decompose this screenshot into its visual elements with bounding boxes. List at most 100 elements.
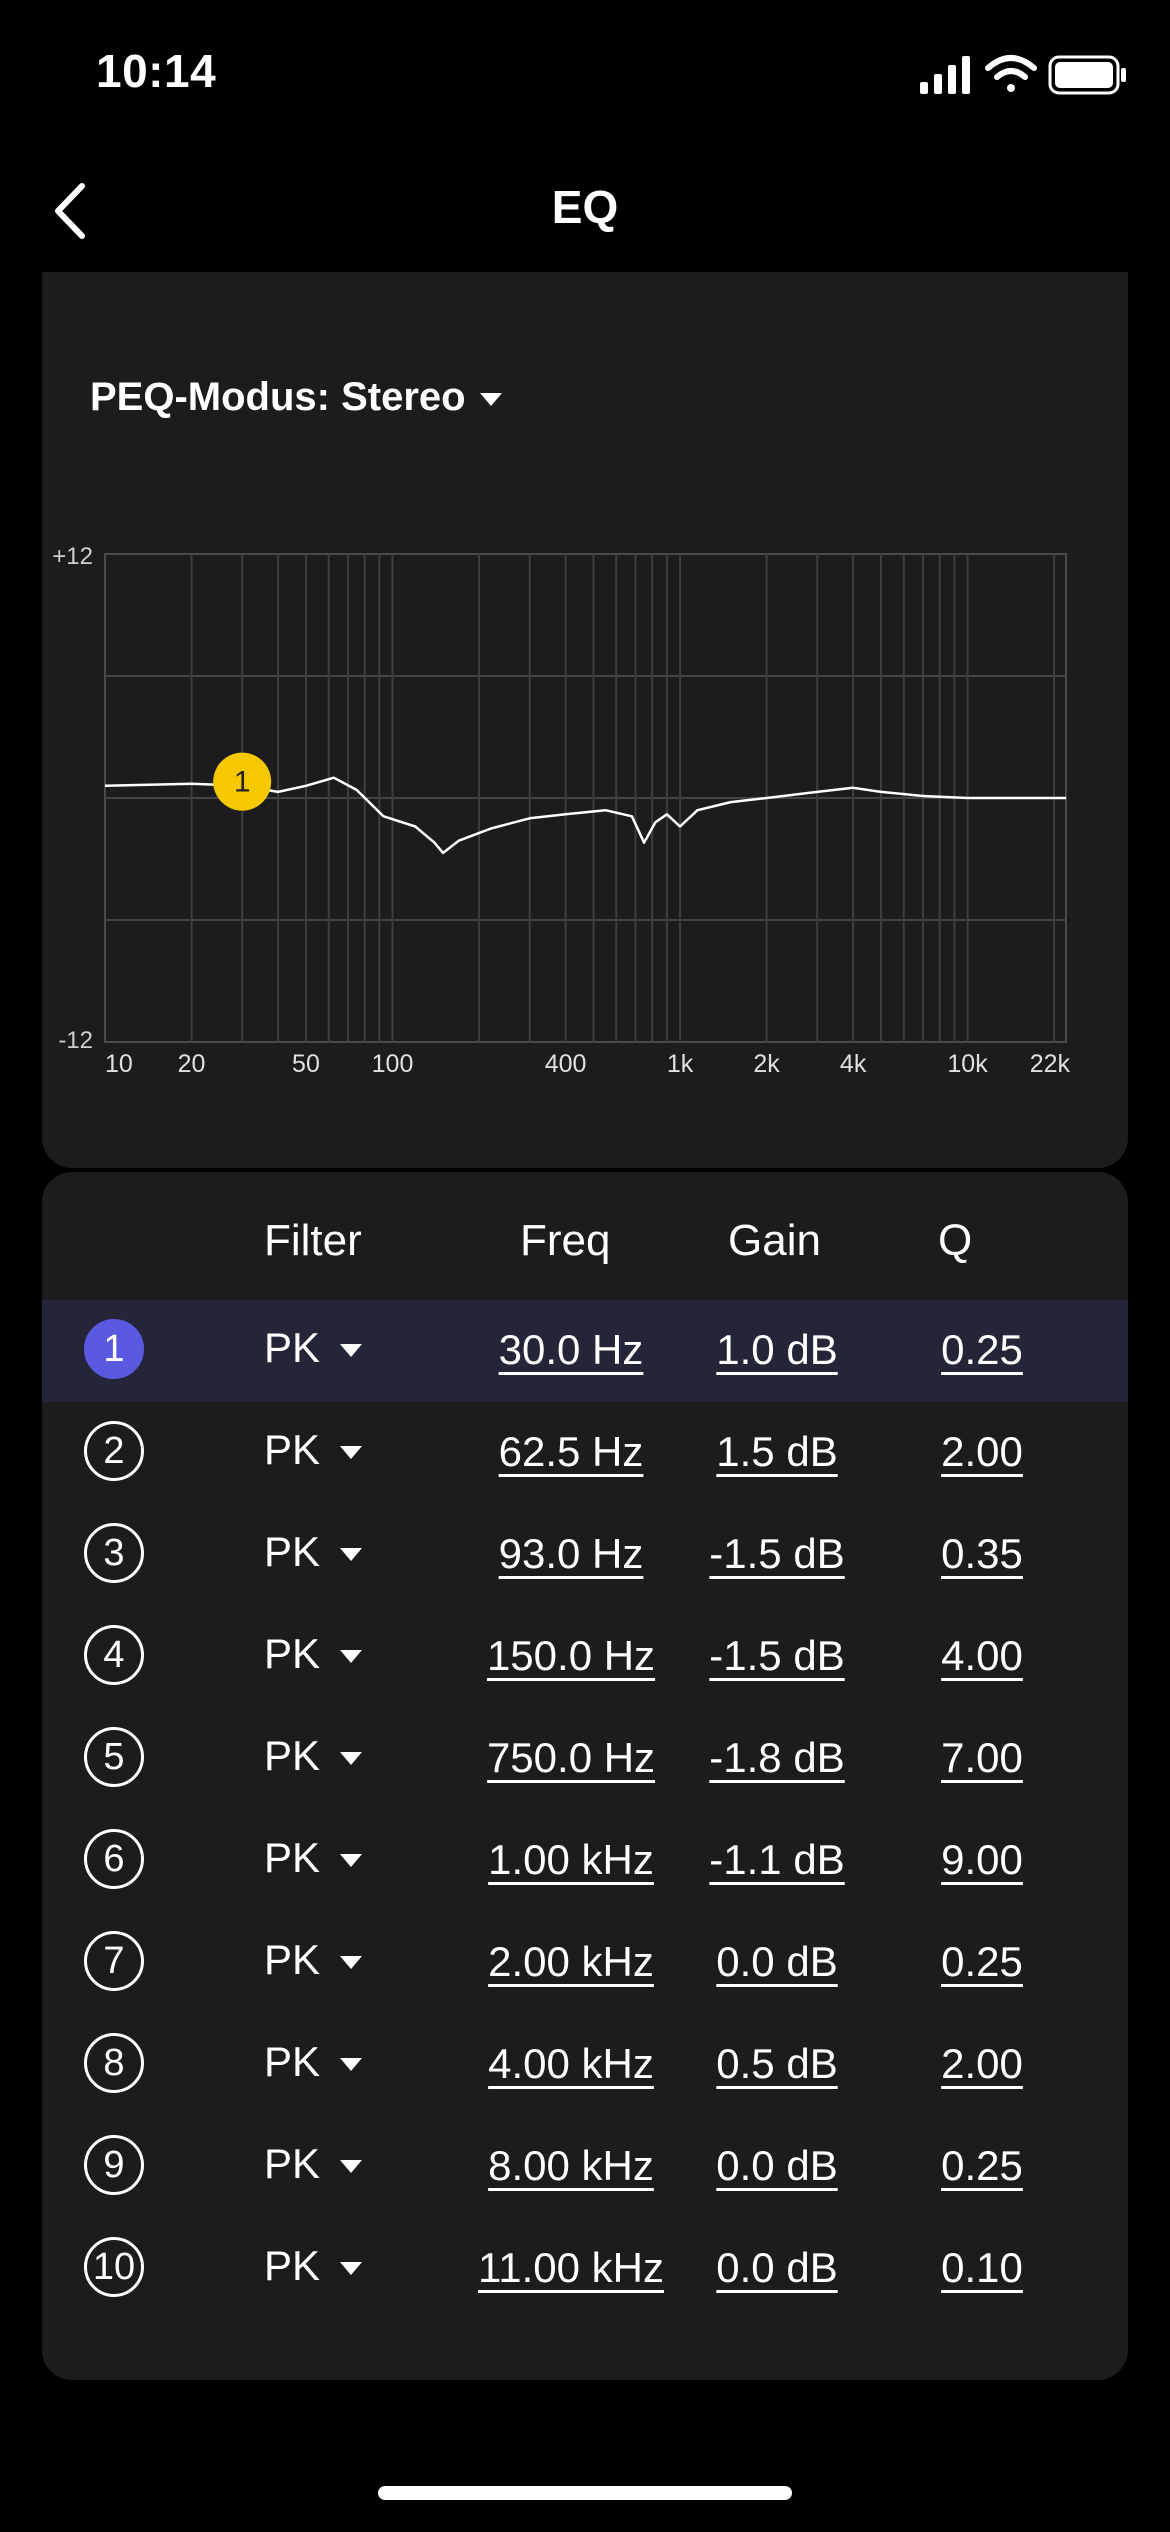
filter-row[interactable]: 7 PK 2.00 kHz 0.0 dB 0.25: [42, 1912, 1128, 2014]
x-tick-label: 10: [105, 1050, 133, 1078]
caret-down-icon: [340, 2261, 363, 2275]
header-freq: Freq: [520, 1216, 611, 1265]
filter-type-value: PK: [264, 1324, 321, 1371]
gain-value[interactable]: 0.5 dB: [716, 2040, 838, 2087]
filter-row[interactable]: 6 PK 1.00 kHz -1.1 dB 9.00: [42, 1810, 1128, 1912]
caret-down-icon: [479, 392, 502, 406]
caret-down-icon: [340, 1751, 363, 1765]
filter-type-dropdown[interactable]: PK: [264, 2038, 363, 2086]
band-number-badge[interactable]: 6: [84, 1829, 144, 1889]
band-number-badge[interactable]: 4: [84, 1625, 144, 1685]
caret-down-icon: [340, 1955, 363, 1969]
x-tick-label: 400: [545, 1050, 587, 1078]
filter-type-value: PK: [264, 2038, 321, 2085]
freq-value[interactable]: 8.00 kHz: [488, 2142, 654, 2189]
q-value[interactable]: 9.00: [941, 1836, 1023, 1883]
gain-value[interactable]: 0.0 dB: [716, 2244, 838, 2291]
gain-value[interactable]: -1.5 dB: [709, 1632, 845, 1679]
q-value[interactable]: 4.00: [941, 1632, 1023, 1679]
freq-value[interactable]: 2.00 kHz: [488, 1938, 654, 1985]
caret-down-icon: [340, 1649, 363, 1663]
q-value[interactable]: 0.10: [941, 2244, 1023, 2291]
freq-value[interactable]: 4.00 kHz: [488, 2040, 654, 2087]
freq-value[interactable]: 150.0 Hz: [486, 1632, 656, 1679]
freq-value[interactable]: 93.0 Hz: [498, 1530, 644, 1577]
status-time: 10:14: [96, 45, 217, 97]
filter-row[interactable]: 9 PK 8.00 kHz 0.0 dB 0.25: [42, 2116, 1128, 2218]
home-indicator[interactable]: [378, 2486, 792, 2500]
filter-type-value: PK: [264, 1528, 321, 1575]
filter-row[interactable]: 4 PK 150.0 Hz -1.5 dB 4.00: [42, 1606, 1128, 1708]
q-value[interactable]: 7.00: [941, 1734, 1023, 1781]
filter-table-card: Filter Freq Gain Q 1 PK 30.0 Hz 1.0 dB 0.25 2…: [42, 1172, 1128, 2380]
gain-value[interactable]: 1.5 dB: [716, 1428, 838, 1475]
band-number-badge[interactable]: 8: [84, 2033, 144, 2093]
nav-bar: EQ: [0, 150, 1170, 270]
gain-value[interactable]: -1.8 dB: [709, 1734, 845, 1781]
q-value[interactable]: 2.00: [941, 2040, 1023, 2087]
filter-row[interactable]: 2 PK 62.5 Hz 1.5 dB 2.00: [42, 1402, 1128, 1504]
caret-down-icon: [340, 2159, 363, 2173]
chevron-left-icon: [55, 183, 85, 239]
status-icons: [920, 55, 1126, 95]
filter-type-dropdown[interactable]: PK: [264, 1630, 363, 1678]
band-number-badge[interactable]: 7: [84, 1931, 144, 1991]
freq-value[interactable]: 11.00 kHz: [478, 2244, 664, 2291]
filter-type-dropdown[interactable]: PK: [264, 1936, 363, 1984]
status-bar: 10:14: [0, 0, 1170, 150]
freq-value[interactable]: 30.0 Hz: [498, 1326, 644, 1373]
filter-row[interactable]: 3 PK 93.0 Hz -1.5 dB 0.35: [42, 1504, 1128, 1606]
freq-value[interactable]: 750.0 Hz: [486, 1734, 656, 1781]
x-tick-label: 4k: [840, 1050, 867, 1078]
filter-type-value: PK: [264, 1426, 321, 1473]
header-filter: Filter: [264, 1216, 362, 1265]
band-number-badge[interactable]: 5: [84, 1727, 144, 1787]
x-tick-label: 20: [178, 1050, 206, 1078]
filter-type-dropdown[interactable]: PK: [264, 1834, 363, 1882]
band-number-badge[interactable]: 3: [84, 1523, 144, 1583]
battery-icon: [1048, 55, 1126, 95]
filter-type-dropdown[interactable]: PK: [264, 1324, 363, 1372]
q-value[interactable]: 0.25: [941, 2142, 1023, 2189]
gain-value[interactable]: 0.0 dB: [716, 2142, 838, 2189]
filter-row[interactable]: 1 PK 30.0 Hz 1.0 dB 0.25: [42, 1300, 1128, 1402]
filter-type-value: PK: [264, 2242, 321, 2289]
filter-type-dropdown[interactable]: PK: [264, 1732, 363, 1780]
band-handle[interactable]: [213, 752, 272, 811]
filter-row[interactable]: 8 PK 4.00 kHz 0.5 dB 2.00: [42, 2014, 1128, 2116]
caret-down-icon: [340, 1547, 363, 1561]
filter-type-dropdown[interactable]: PK: [264, 1426, 363, 1474]
filter-type-dropdown[interactable]: PK: [264, 2242, 363, 2290]
q-value[interactable]: 0.25: [941, 1326, 1023, 1373]
filter-row[interactable]: 10 PK 11.00 kHz 0.0 dB 0.10: [42, 2218, 1128, 2320]
x-tick-label: 2k: [753, 1050, 780, 1078]
band-number-badge[interactable]: 9: [84, 2135, 144, 2195]
band-number-badge[interactable]: 2: [84, 1421, 144, 1481]
freq-value[interactable]: 1.00 kHz: [488, 1836, 654, 1883]
filter-type-value: PK: [264, 1732, 321, 1779]
freq-value[interactable]: 62.5 Hz: [498, 1428, 644, 1475]
eq-response-curve: [104, 776, 1066, 855]
y-tick-label: +12: [52, 543, 93, 570]
filter-type-dropdown[interactable]: PK: [264, 2140, 363, 2188]
filter-row[interactable]: 5 PK 750.0 Hz -1.8 dB 7.00: [42, 1708, 1128, 1810]
band-number-badge[interactable]: 1: [84, 1319, 144, 1379]
caret-down-icon: [340, 1853, 363, 1867]
gain-value[interactable]: 0.0 dB: [716, 1938, 838, 1985]
q-value[interactable]: 2.00: [941, 1428, 1023, 1475]
q-value[interactable]: 0.35: [941, 1530, 1023, 1577]
filter-type-dropdown[interactable]: PK: [264, 1528, 363, 1576]
gain-value[interactable]: -1.1 dB: [709, 1836, 845, 1883]
gain-value[interactable]: -1.5 dB: [709, 1530, 845, 1577]
back-button[interactable]: [38, 176, 108, 246]
eq-graph-card: PEQ-Modus: Stereo +12 -12 10 20 50 100 400 1k 2k…: [42, 272, 1128, 1168]
x-tick-label: 10k: [947, 1050, 988, 1078]
gain-value[interactable]: 1.0 dB: [716, 1326, 838, 1373]
y-tick-label: -12: [58, 1027, 93, 1054]
caret-down-icon: [340, 1343, 363, 1357]
q-value[interactable]: 0.25: [941, 1938, 1023, 1985]
peq-mode-dropdown[interactable]: PEQ-Modus: Stereo: [90, 367, 502, 427]
band-number-badge[interactable]: 10: [84, 2237, 144, 2297]
table-header: Filter Freq Gain Q: [42, 1172, 1128, 1282]
eq-response-chart[interactable]: +12 -12 10 20 50 100 400 1k 2k 4k 10k 22k 1: [42, 272, 1128, 1168]
